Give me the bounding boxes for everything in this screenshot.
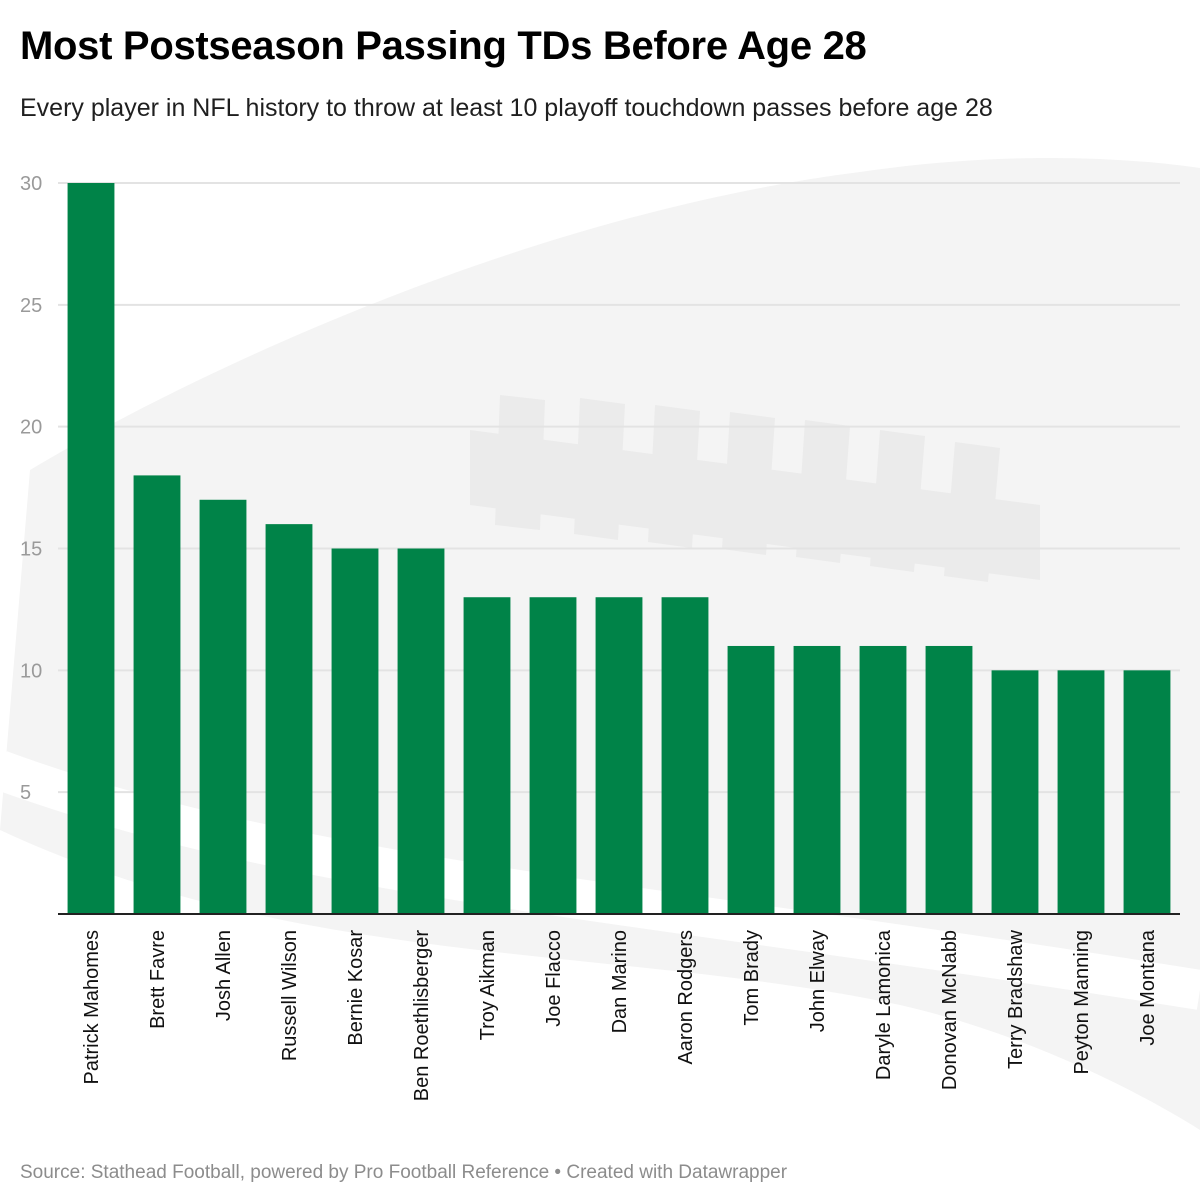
bars [67, 183, 1171, 915]
y-tick-label: 25 [20, 295, 42, 317]
x-category-label: John Elway [807, 930, 829, 1032]
bar-8[interactable] [595, 597, 643, 914]
bar-11[interactable] [793, 645, 841, 914]
bar-0[interactable] [67, 183, 115, 914]
x-category-label: Russell Wilson [279, 930, 301, 1061]
bar-13[interactable] [925, 645, 973, 914]
bar-5[interactable] [397, 548, 445, 915]
bar-7[interactable] [529, 597, 577, 914]
x-category-label: Tom Brady [741, 930, 763, 1026]
x-category-label: Dan Marino [609, 930, 631, 1033]
x-category-label: Donovan McNabb [939, 930, 961, 1090]
bar-9[interactable] [661, 597, 709, 914]
bar-16[interactable] [1123, 670, 1171, 914]
bar-2[interactable] [199, 499, 247, 914]
x-category-label: Patrick Mahomes [81, 930, 103, 1085]
y-tick-label: 10 [20, 660, 42, 682]
y-axis-tick-labels: 5 10 15 20 25 30 [20, 173, 42, 804]
x-category-label: Daryle Lamonica [873, 929, 895, 1080]
x-axis-category-labels: Patrick Mahomes Brett Favre Josh Allen Russ… [81, 929, 1159, 1101]
x-category-label: Terry Bradshaw [1005, 929, 1027, 1068]
x-category-label: Aaron Rodgers [675, 930, 697, 1065]
x-category-label: Peyton Manning [1071, 930, 1093, 1075]
bar-3[interactable] [265, 524, 313, 914]
x-category-label: Ben Roethlisberger [411, 930, 433, 1102]
chart-title: Most Postseason Passing TDs Before Age 2… [20, 24, 867, 68]
x-category-label: Brett Favre [147, 930, 169, 1029]
x-category-label: Bernie Kosar [345, 930, 367, 1046]
chart-subtitle: Every player in NFL history to throw at … [20, 94, 993, 122]
y-tick-label: 20 [20, 417, 42, 439]
bar-15[interactable] [1057, 670, 1105, 914]
bar-12[interactable] [859, 645, 907, 914]
x-category-label: Joe Flacco [543, 930, 565, 1027]
source-footer: Source: Stathead Football, powered by Pr… [20, 1162, 788, 1183]
y-tick-label: 5 [20, 782, 31, 804]
x-category-label: Troy Aikman [477, 930, 499, 1040]
bar-10[interactable] [727, 645, 775, 914]
x-category-label: Josh Allen [213, 930, 235, 1021]
bar-6[interactable] [463, 597, 511, 914]
football-laces [470, 395, 1040, 582]
x-category-label: Joe Montana [1137, 929, 1159, 1046]
bar-4[interactable] [331, 548, 379, 915]
y-tick-label: 15 [20, 539, 42, 561]
y-tick-label: 30 [20, 173, 42, 195]
bar-1[interactable] [133, 475, 181, 914]
bar-14[interactable] [991, 670, 1039, 914]
